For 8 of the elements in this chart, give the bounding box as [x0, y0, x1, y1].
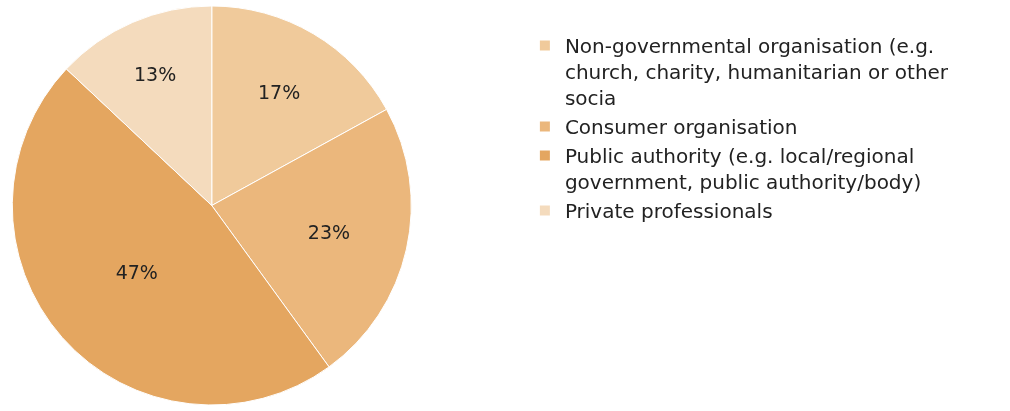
legend-label: Private professionals [564, 199, 773, 224]
data-label: 47% [115, 260, 158, 283]
data-label: 17% [257, 80, 301, 103]
legend-label: Consumer organisation [564, 115, 798, 140]
legend-label: Public authority (e.g. local/regional government, public authority/body) [564, 144, 922, 195]
data-label: 13% [133, 63, 177, 86]
legend-label: Non-governmental organisation (e.g. church, charity, humanitarian or other socia [564, 34, 949, 111]
data-label: 23% [307, 220, 351, 243]
